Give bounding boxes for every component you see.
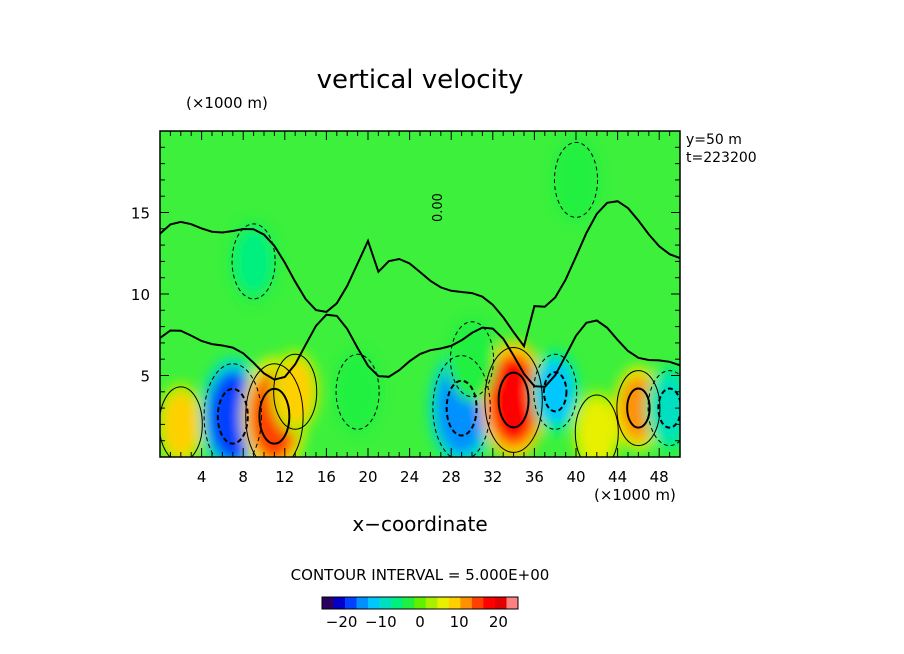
colorbar-swatch bbox=[322, 597, 334, 609]
x-tick-label: 40 bbox=[566, 468, 585, 486]
colorbar-tick-label: 0 bbox=[415, 613, 425, 631]
contour-line bbox=[160, 386, 203, 457]
contour-line bbox=[258, 387, 291, 445]
y-tick-label: 10 bbox=[131, 286, 150, 304]
x-axis-label: x−coordinate bbox=[352, 512, 487, 536]
colorbar-tick-label: −10 bbox=[365, 613, 397, 631]
contour-line bbox=[335, 353, 380, 430]
x-tick-label: 12 bbox=[275, 468, 294, 486]
colorbar-swatch bbox=[425, 597, 438, 609]
contour-line bbox=[533, 353, 578, 430]
contour-line bbox=[542, 371, 568, 413]
y-tick-label: 15 bbox=[131, 205, 150, 223]
contour-line bbox=[245, 363, 304, 457]
colorbar-swatch bbox=[471, 597, 484, 609]
x-tick-label: 28 bbox=[442, 468, 461, 486]
y-position-info: y=50 m bbox=[686, 132, 742, 148]
colorbar-tick-label: 10 bbox=[450, 613, 469, 631]
x-tick-label: 36 bbox=[525, 468, 544, 486]
colorbar-tick-label: −20 bbox=[326, 613, 358, 631]
contour-line bbox=[203, 363, 262, 457]
colorbar-swatch bbox=[356, 597, 369, 609]
field-cell bbox=[536, 359, 574, 425]
field-cell bbox=[557, 147, 595, 213]
field-cell bbox=[162, 391, 200, 457]
colorbar-swatch bbox=[494, 597, 507, 609]
field-cell bbox=[234, 228, 273, 294]
contour-line bbox=[273, 353, 318, 430]
colorbar-swatch bbox=[483, 597, 496, 609]
y-tick-label: 5 bbox=[140, 368, 150, 386]
contour-interval-text: CONTOUR INTERVAL = 5.000E+00 bbox=[291, 566, 550, 584]
contour-line bbox=[626, 387, 651, 429]
x-tick-label: 24 bbox=[400, 468, 419, 486]
contour-line bbox=[647, 370, 680, 447]
x-tick-label: 8 bbox=[238, 468, 248, 486]
x-tick-label: 32 bbox=[483, 468, 502, 486]
contour-line bbox=[553, 141, 599, 218]
zero-contour bbox=[160, 313, 680, 388]
colorbar-swatch bbox=[379, 597, 392, 609]
x-tick-label: 16 bbox=[317, 468, 336, 486]
field-cell bbox=[650, 375, 680, 441]
colorbar-swatch bbox=[448, 597, 461, 609]
contour-line bbox=[231, 223, 276, 300]
colorbar-tick-label: 20 bbox=[489, 613, 508, 631]
contour-label: 0.00 bbox=[431, 193, 446, 222]
contour-line bbox=[657, 387, 680, 429]
colorbar-swatch bbox=[391, 597, 404, 609]
colorbar-swatch bbox=[460, 597, 473, 609]
colorbar-frame bbox=[321, 596, 519, 610]
field-cell bbox=[488, 354, 539, 446]
colorbar-swatch bbox=[414, 597, 427, 609]
x-tick-label: 48 bbox=[650, 468, 669, 486]
colorbar-swatch bbox=[333, 597, 346, 609]
chart-title: vertical velocity bbox=[317, 65, 524, 95]
colorbar-swatch bbox=[506, 597, 519, 609]
contour-line bbox=[616, 370, 661, 447]
contour-line bbox=[432, 355, 491, 457]
colorbar bbox=[321, 596, 519, 610]
contour-line bbox=[449, 321, 495, 398]
contour-line bbox=[216, 387, 249, 445]
x-tick-label: 44 bbox=[608, 468, 627, 486]
field-cell bbox=[338, 359, 377, 425]
x-tick-label: 20 bbox=[358, 468, 377, 486]
y-axis-unit: (×1000 m) bbox=[186, 94, 268, 112]
zero-contour bbox=[160, 200, 680, 349]
field-cell bbox=[578, 399, 616, 457]
colorbar-swatch bbox=[437, 597, 450, 609]
plot-area bbox=[160, 131, 680, 457]
colorbar-swatch bbox=[345, 597, 357, 609]
x-axis-unit: (×1000 m) bbox=[594, 486, 676, 504]
contour-line bbox=[445, 379, 478, 437]
colorbar-swatch bbox=[402, 597, 415, 609]
colorbar-swatch bbox=[368, 597, 380, 609]
x-tick-label: 4 bbox=[197, 468, 207, 486]
contour-line bbox=[574, 394, 619, 457]
time-info: t=223200 bbox=[686, 150, 757, 166]
contour-line bbox=[497, 371, 530, 429]
